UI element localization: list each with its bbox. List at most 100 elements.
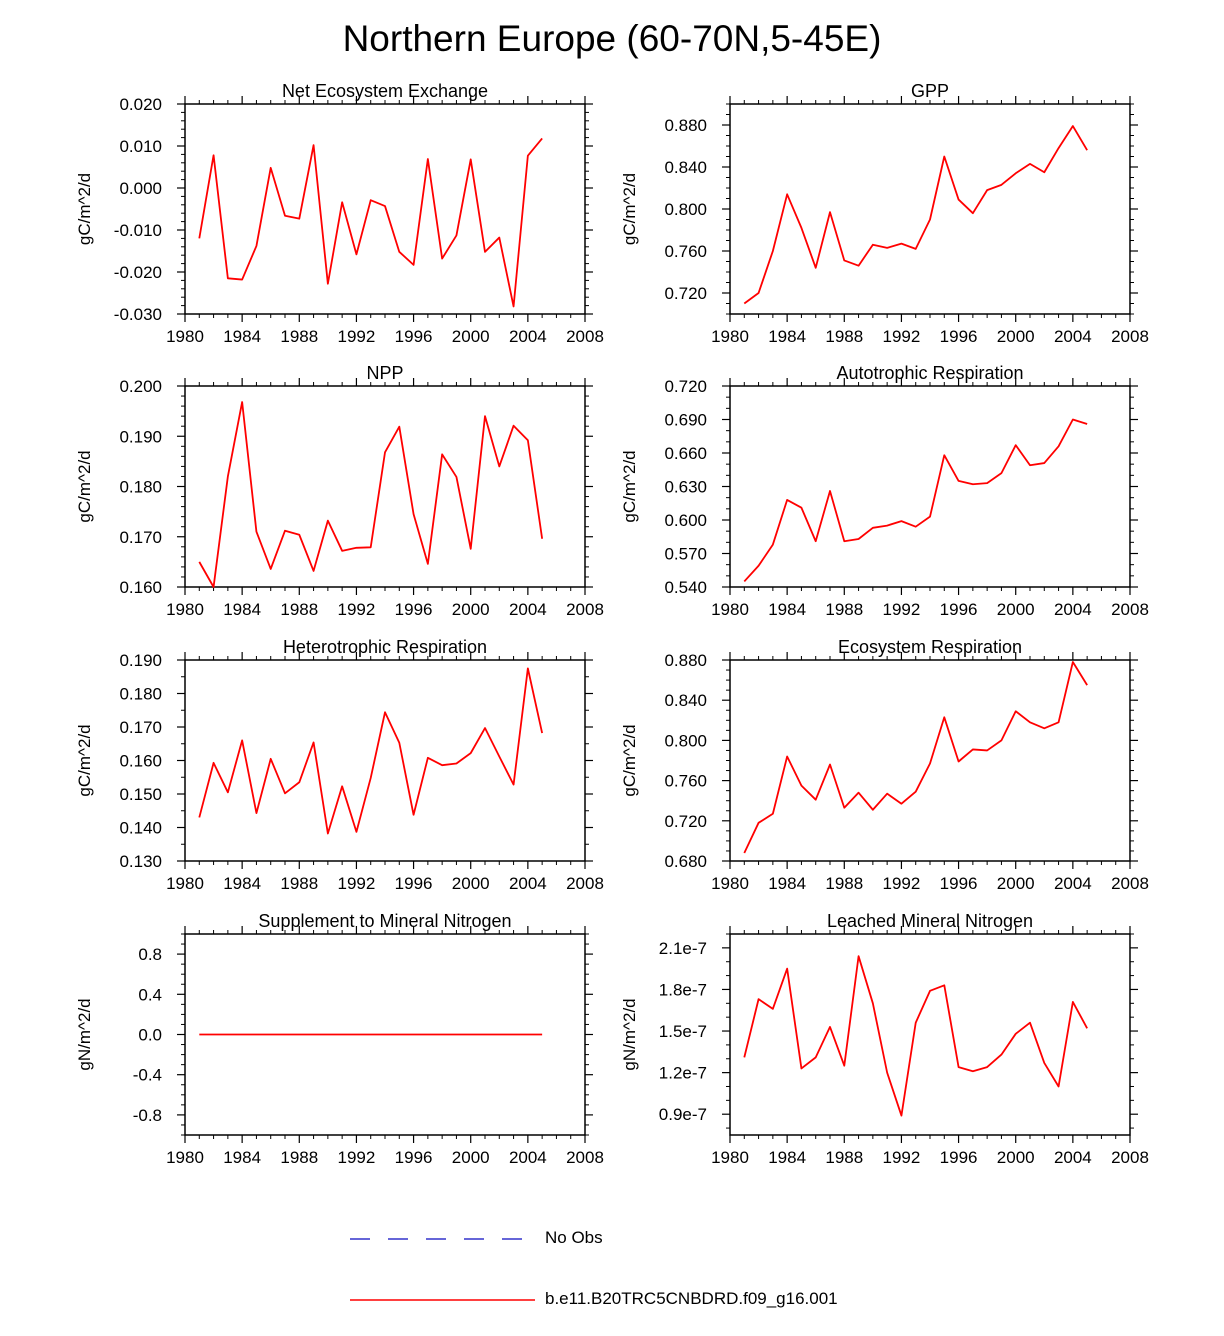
y-axis-label: gN/m^2/d xyxy=(75,998,94,1070)
y-tick-label: 0.630 xyxy=(664,478,707,497)
y-tick-label: -0.020 xyxy=(114,263,162,282)
x-tick-label: 2004 xyxy=(509,874,547,893)
panel-title: GPP xyxy=(911,81,949,101)
x-tick-label: 1984 xyxy=(223,1148,261,1167)
x-tick-label: 1996 xyxy=(395,600,433,619)
series-line-model xyxy=(743,125,1088,305)
x-tick-label: 2000 xyxy=(997,874,1035,893)
x-tick-label: 2008 xyxy=(1111,327,1149,346)
y-tick-label: 2.1e-7 xyxy=(659,939,707,958)
y-tick-label: 0.690 xyxy=(664,411,707,430)
x-tick-label: 2008 xyxy=(566,874,604,893)
chart-panel-8: Leached Mineral Nitrogen gN/m^2/d 1980 1984… xyxy=(620,911,1149,1167)
panel-title: Leached Mineral Nitrogen xyxy=(827,911,1033,931)
x-tick-label: 1996 xyxy=(395,874,433,893)
panel-title: Autotrophic Respiration xyxy=(836,363,1023,383)
x-tick-label: 1984 xyxy=(768,1148,806,1167)
y-axis-label: gC/m^2/d xyxy=(620,173,639,245)
y-tick-label: 1.5e-7 xyxy=(659,1022,707,1041)
y-tick-label: 0.160 xyxy=(119,578,162,597)
x-tick-label: 2008 xyxy=(566,1148,604,1167)
x-tick-label: 2004 xyxy=(509,1148,547,1167)
x-tick-label: 1980 xyxy=(166,327,204,346)
y-tick-label: 0.880 xyxy=(664,651,707,670)
y-tick-label: 0.130 xyxy=(119,852,162,871)
x-tick-label: 1988 xyxy=(280,327,318,346)
chart-panel-1: Net Ecosystem Exchange gC/m^2/d 1980 1984 19… xyxy=(75,81,604,346)
chart-panel-4: Autotrophic Respiration gC/m^2/d 1980 1984 1… xyxy=(620,363,1149,619)
x-tick-label: 1992 xyxy=(883,327,921,346)
y-tick-label: 0.760 xyxy=(664,242,707,261)
series-line-model xyxy=(198,401,544,588)
x-tick-label: 1984 xyxy=(223,600,261,619)
panel-title: Net Ecosystem Exchange xyxy=(282,81,488,101)
y-tick-label: 0.180 xyxy=(119,478,162,497)
x-tick-label: 1980 xyxy=(711,327,749,346)
y-tick-label: -0.030 xyxy=(114,305,162,324)
x-tick-label: 2000 xyxy=(452,600,490,619)
x-tick-label: 2008 xyxy=(1111,600,1149,619)
x-tick-label: 1992 xyxy=(338,874,376,893)
x-tick-label: 1992 xyxy=(338,327,376,346)
y-tick-label: 0.800 xyxy=(664,200,707,219)
x-tick-label: 1992 xyxy=(883,1148,921,1167)
x-tick-label: 1988 xyxy=(825,1148,863,1167)
y-tick-label: 0.180 xyxy=(119,685,162,704)
x-tick-label: 1992 xyxy=(883,874,921,893)
y-axis-label: gC/m^2/d xyxy=(620,450,639,522)
figure-title: Northern Europe (60-70N,5-45E) xyxy=(342,18,882,59)
y-tick-label: -0.010 xyxy=(114,221,162,240)
x-tick-label: 2004 xyxy=(509,327,547,346)
y-tick-label: 0.540 xyxy=(664,578,707,597)
x-tick-label: 1980 xyxy=(166,874,204,893)
x-tick-label: 1996 xyxy=(940,874,978,893)
x-tick-label: 1988 xyxy=(280,600,318,619)
y-tick-label: 0.720 xyxy=(664,377,707,396)
x-tick-label: 1980 xyxy=(166,600,204,619)
y-tick-label: 0.720 xyxy=(664,812,707,831)
y-tick-label: 0.000 xyxy=(119,179,162,198)
x-tick-label: 1988 xyxy=(280,874,318,893)
legend-model-line xyxy=(350,1299,535,1301)
x-tick-label: 2008 xyxy=(566,327,604,346)
y-tick-label: 0.200 xyxy=(119,377,162,396)
y-axis-label: gC/m^2/d xyxy=(75,173,94,245)
x-tick-label: 2000 xyxy=(452,1148,490,1167)
x-tick-label: 2000 xyxy=(452,874,490,893)
y-tick-label: 1.2e-7 xyxy=(659,1064,707,1083)
y-axis-label: gN/m^2/d xyxy=(620,998,639,1070)
y-tick-label: 0.840 xyxy=(664,691,707,710)
y-tick-label: 0.840 xyxy=(664,158,707,177)
legend-obs-label: No Obs xyxy=(545,1228,603,1247)
y-tick-label: 0.150 xyxy=(119,785,162,804)
plot-frame xyxy=(184,385,586,588)
x-tick-label: 1996 xyxy=(395,1148,433,1167)
y-tick-label: 0.160 xyxy=(119,752,162,771)
y-tick-label: 0.190 xyxy=(119,427,162,446)
series-line-model xyxy=(198,137,543,308)
x-tick-label: 1984 xyxy=(223,874,261,893)
y-tick-label: 0.8 xyxy=(138,945,162,964)
x-tick-label: 2008 xyxy=(1111,874,1149,893)
chart-panel-2: GPP gC/m^2/d 1980 1984 1988 1992 1996 2000 2004 2… xyxy=(620,81,1149,346)
x-tick-label: 1996 xyxy=(940,327,978,346)
series-line-model xyxy=(743,418,1088,583)
y-tick-label: 0.660 xyxy=(664,444,707,463)
y-tick-label: 0.9e-7 xyxy=(659,1105,707,1124)
panel-title: NPP xyxy=(366,363,403,383)
chart-panel-5: Heterotrophic Respiration gC/m^2/d 1980 198… xyxy=(75,637,604,893)
panel-title: Ecosystem Respiration xyxy=(838,637,1022,657)
x-tick-label: 1980 xyxy=(711,874,749,893)
y-tick-label: 1.8e-7 xyxy=(659,980,707,999)
y-tick-label: 0.570 xyxy=(664,545,707,564)
x-tick-label: 2004 xyxy=(1054,327,1092,346)
x-tick-label: 1996 xyxy=(395,327,433,346)
series-line-model xyxy=(743,661,1088,854)
panel-title: Supplement to Mineral Nitrogen xyxy=(258,911,511,931)
x-tick-label: 1992 xyxy=(338,1148,376,1167)
x-tick-label: 2000 xyxy=(997,600,1035,619)
y-tick-label: -0.8 xyxy=(133,1106,162,1125)
y-axis-label: gC/m^2/d xyxy=(75,724,94,796)
x-tick-label: 2004 xyxy=(1054,600,1092,619)
legend-obs-line xyxy=(350,1238,535,1240)
